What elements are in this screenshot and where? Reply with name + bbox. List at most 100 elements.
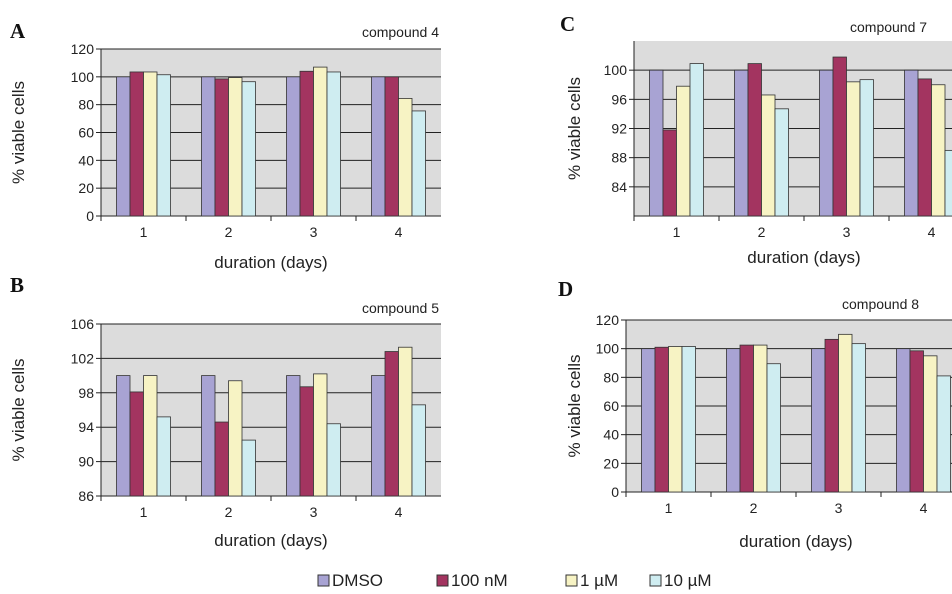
legend: DMSO 100 nM 1 µM 10 µM [317,571,712,590]
bar-1-m-day-3 [313,373,328,497]
y-tick-label: 20 [603,455,619,471]
bar-100-nm-day-2 [214,421,229,497]
bar-100-nm-day-1 [662,129,677,217]
y-tick-label: 88 [611,150,627,166]
bar-10-m-day-2 [241,81,256,217]
x-tick-label: 1 [140,224,148,240]
bar-100-nm-day-3 [299,70,314,217]
bar-10-m-day-4 [411,404,426,497]
y-tick-label: 98 [78,385,94,401]
bar-1-m-day-1 [143,375,158,497]
y-tick-label: 60 [78,125,94,141]
y-tick-label: 20 [78,180,94,196]
x-axis-label: duration (days) [747,248,860,267]
bar-1-m-day-3 [846,81,861,217]
bar-1-m-day-2 [228,77,243,217]
bar-1-m-day-2 [228,380,243,497]
y-tick-label: 120 [596,312,620,328]
x-tick-label: 1 [665,500,673,516]
bar-dmso-day-3 [811,348,826,493]
legend-swatch-3 [649,574,662,587]
x-tick-label: 4 [928,224,936,240]
legend-label-1: 100 nM [451,571,508,590]
panel-title: compound 4 [362,24,439,40]
bar-10-m-day-3 [851,343,866,493]
legend-label-0: DMSO [332,571,383,590]
y-tick-label: 92 [611,121,627,137]
x-axis-label: duration (days) [214,253,327,272]
panel-a: A 0 20 40 60 80 100 120 1 2 3 4 compound 4 duration (… [9,19,441,272]
bar-100-nm-day-4 [384,76,399,217]
bar-1-m-day-3 [313,66,328,217]
x-tick-label: 4 [395,504,403,520]
bar-100-nm-day-1 [129,71,144,217]
y-tick-label: 96 [611,91,627,107]
bar-10-m-day-4 [944,149,952,217]
x-tick-label: 2 [750,500,758,516]
bar-100-nm-day-1 [654,346,669,493]
panel-letter: B [10,273,24,297]
bar-dmso-day-2 [201,76,216,217]
y-tick-label: 0 [611,484,619,500]
bar-100-nm-day-3 [824,338,839,493]
y-tick-label: 90 [78,454,94,470]
y-tick-label: 40 [78,152,94,168]
y-tick-label: 80 [603,369,619,385]
bar-dmso-day-1 [116,76,131,217]
bar-dmso-day-1 [641,348,656,493]
bar-10-m-day-4 [936,375,951,493]
bar-100-nm-day-2 [739,344,754,493]
bar-dmso-day-3 [819,69,834,217]
x-tick-label: 2 [225,224,233,240]
bar-dmso-day-4 [371,76,386,217]
x-tick-label: 3 [310,224,318,240]
bar-dmso-day-4 [896,348,911,493]
bar-1-m-day-1 [676,85,691,217]
y-tick-label: 0 [86,208,94,224]
bar-10-m-day-4 [411,110,426,217]
bar-100-nm-day-3 [832,56,847,217]
bar-1-m-day-3 [838,333,853,493]
panel-title: compound 8 [842,296,919,312]
legend-swatch-1 [436,574,449,587]
x-tick-label: 1 [140,504,148,520]
panel-letter: C [560,12,575,36]
bar-10-m-day-1 [156,416,171,497]
bar-100-nm-day-4 [909,350,924,493]
y-axis-label: % viable cells [9,359,28,462]
y-tick-label: 60 [603,398,619,414]
y-tick-label: 102 [71,350,95,366]
bar-dmso-day-3 [286,76,301,217]
panel-d: D 0 20 40 60 80 100 120 1 2 3 4 compound 8 duration (… [558,277,952,551]
bar-100-nm-day-3 [299,386,314,497]
bar-100-nm-day-2 [747,63,762,217]
bar-dmso-day-3 [286,375,301,497]
bar-10-m-day-1 [681,346,696,493]
bar-10-m-day-2 [766,363,781,493]
bar-1-m-day-2 [761,94,776,217]
legend-label-2: 1 µM [580,571,618,590]
panel-b: B 86 90 94 98 102 106 1 2 3 4 compound 5 duration (d… [9,273,441,550]
y-tick-label: 84 [611,179,627,195]
bar-dmso-day-2 [734,69,749,217]
bar-10-m-day-2 [241,439,256,497]
bar-10-m-day-2 [774,108,789,217]
bar-dmso-day-4 [371,375,386,497]
bar-100-nm-day-4 [384,351,399,497]
bar-100-nm-day-4 [917,78,932,217]
legend-label-3: 10 µM [664,571,712,590]
panel-letter: D [558,277,573,301]
x-tick-label: 3 [843,224,851,240]
bar-1-m-day-1 [668,346,683,493]
x-tick-label: 3 [835,500,843,516]
bar-100-nm-day-1 [129,391,144,497]
bar-10-m-day-1 [689,63,704,217]
bar-dmso-day-2 [726,348,741,493]
bar-1-m-day-2 [753,344,768,493]
y-tick-label: 86 [78,488,94,504]
y-tick-label: 106 [71,316,95,332]
x-tick-label: 4 [395,224,403,240]
legend-swatch-2 [565,574,578,587]
x-tick-label: 2 [225,504,233,520]
